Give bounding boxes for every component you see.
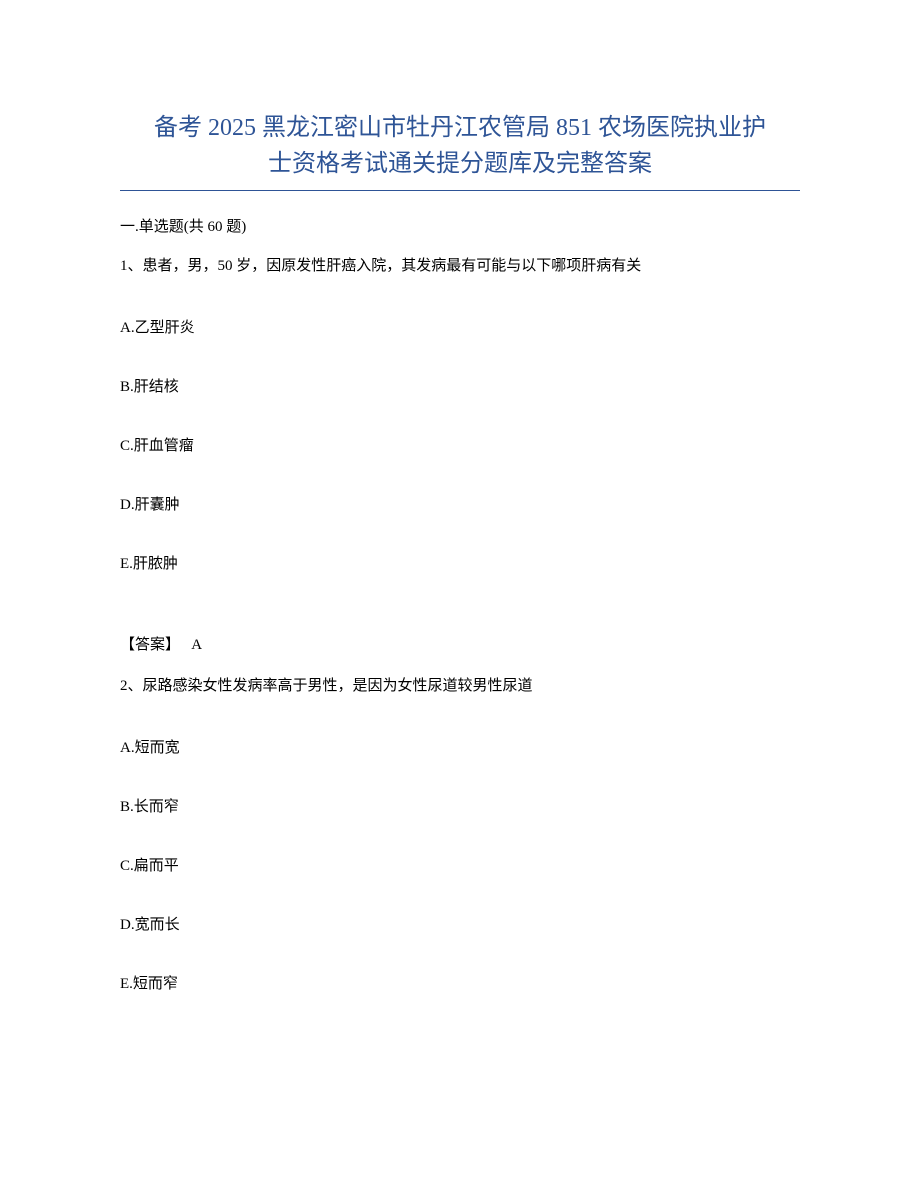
option-text: 乙型肝炎: [135, 320, 195, 336]
question-1-text: 1、患者，男，50 岁，因原发性肝癌入院，其发病最有可能与以下哪项肝病有关: [120, 254, 800, 278]
option-label: D.: [120, 917, 135, 933]
option-label: B.: [120, 799, 134, 815]
question-1-number: 1、: [120, 258, 143, 274]
option-text: 宽而长: [135, 917, 180, 933]
option-text: 肝脓肿: [133, 556, 178, 572]
option-label: A.: [120, 320, 135, 336]
question-1-option-b: B.肝结核: [120, 375, 800, 396]
question-2-text: 2、尿路感染女性发病率高于男性，是因为女性尿道较男性尿道: [120, 674, 800, 698]
section-header: 一.单选题(共 60 题): [120, 215, 800, 236]
option-text: 肝血管瘤: [134, 438, 194, 454]
document-title-container: 备考 2025 黑龙江密山市牡丹江农管局 851 农场医院执业护 士资格考试通关…: [120, 110, 800, 182]
document-title-line1: 备考 2025 黑龙江密山市牡丹江农管局 851 农场医院执业护: [120, 110, 800, 146]
option-label: C.: [120, 438, 134, 454]
option-text: 长而窄: [134, 799, 179, 815]
question-1-option-e: E.肝脓肿: [120, 552, 800, 573]
question-1-option-d: D.肝囊肿: [120, 493, 800, 514]
question-2-option-a: A.短而宽: [120, 736, 800, 757]
document-title-line2: 士资格考试通关提分题库及完整答案: [120, 146, 800, 182]
option-text: 短而窄: [133, 976, 178, 992]
option-label: B.: [120, 379, 134, 395]
title-underline: [120, 190, 800, 191]
option-text: 肝结核: [134, 379, 179, 395]
option-label: A.: [120, 740, 135, 756]
option-label: D.: [120, 497, 135, 513]
answer-value: A: [191, 637, 202, 653]
question-1-option-c: C.肝血管瘤: [120, 434, 800, 455]
option-label: E.: [120, 976, 133, 992]
answer-label: 【答案】: [120, 637, 180, 653]
question-2-option-b: B.长而窄: [120, 795, 800, 816]
option-label: C.: [120, 858, 134, 874]
option-label: E.: [120, 556, 133, 572]
option-text: 短而宽: [135, 740, 180, 756]
question-1-answer: 【答案】 A: [120, 633, 800, 654]
question-2-option-d: D.宽而长: [120, 913, 800, 934]
question-1-option-a: A.乙型肝炎: [120, 316, 800, 337]
option-text: 扁而平: [134, 858, 179, 874]
option-text: 肝囊肿: [135, 497, 180, 513]
question-2-stem: 尿路感染女性发病率高于男性，是因为女性尿道较男性尿道: [143, 678, 533, 694]
question-2-option-e: E.短而窄: [120, 972, 800, 993]
question-1-stem: 患者，男，50 岁，因原发性肝癌入院，其发病最有可能与以下哪项肝病有关: [143, 258, 642, 274]
question-2-option-c: C.扁而平: [120, 854, 800, 875]
question-2-number: 2、: [120, 678, 143, 694]
